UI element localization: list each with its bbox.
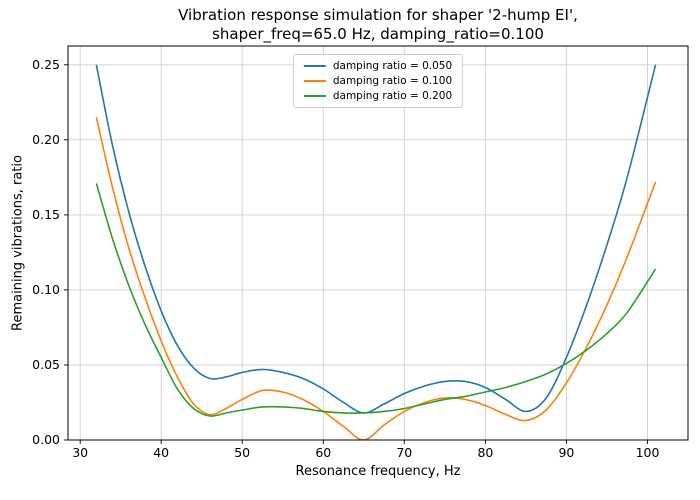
x-tick-label: 50 (234, 445, 250, 460)
chart-title-line2: shaper_freq=65.0 Hz, damping_ratio=0.100 (212, 24, 544, 43)
legend-line-swatch (303, 95, 326, 97)
series-line-0 (95, 64, 657, 414)
chart-title: Vibration response simulation for shaper… (68, 6, 688, 44)
x-tick-label: 90 (558, 445, 574, 460)
series-line-2 (95, 183, 657, 417)
x-tick-label: 40 (153, 445, 169, 460)
plot-border (67, 45, 689, 441)
y-tick-label: 0.20 (32, 132, 60, 147)
y-tick-label: 0.00 (32, 432, 60, 447)
legend-line-swatch (303, 65, 326, 67)
legend-line-swatch (303, 80, 326, 82)
legend-item-1: damping ratio = 0.100 (303, 75, 453, 87)
series-line-1 (95, 117, 657, 440)
x-tick-label: 100 (636, 445, 660, 460)
legend-label: damping ratio = 0.050 (332, 60, 453, 72)
y-tick-label: 0.15 (32, 207, 60, 222)
y-tick-label: 0.25 (32, 57, 60, 72)
x-tick-label: 30 (72, 445, 88, 460)
chart-title-line1: Vibration response simulation for shaper… (178, 6, 578, 24)
legend-label: damping ratio = 0.200 (332, 90, 453, 102)
y-tick-label: 0.05 (32, 357, 60, 372)
legend-item-0: damping ratio = 0.050 (303, 60, 453, 72)
legend-item-2: damping ratio = 0.200 (303, 90, 453, 102)
legend: damping ratio = 0.050 damping ratio = 0.1… (292, 54, 464, 108)
legend-label: damping ratio = 0.100 (332, 75, 453, 87)
x-tick-label: 70 (396, 445, 412, 460)
x-axis-label: Resonance frequency, Hz (295, 464, 461, 479)
y-tick-label: 0.10 (32, 282, 60, 297)
x-tick-label: 80 (477, 445, 493, 460)
x-tick-label: 60 (315, 445, 331, 460)
y-axis-label: Remaining vibrations, ratio (10, 155, 26, 331)
